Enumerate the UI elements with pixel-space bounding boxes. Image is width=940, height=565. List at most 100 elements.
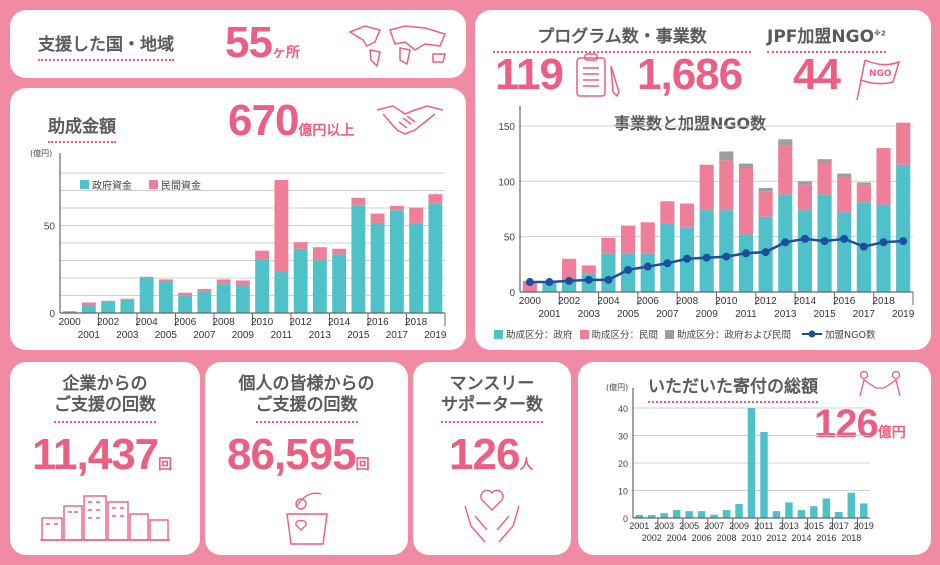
x-tick-label: 2002 [97, 317, 120, 328]
countries-unit: ヶ所 [271, 44, 300, 60]
ngo-point-2015 [820, 237, 829, 246]
x-tick-label: 2004 [667, 533, 687, 543]
bar-2002 [101, 300, 116, 302]
x-tick-label: 2007 [656, 309, 679, 320]
x-tick-label: 2002 [642, 533, 662, 543]
bar-2014 [797, 184, 812, 211]
bar-2018 [876, 204, 891, 292]
x-tick-label: 2018 [405, 317, 428, 328]
bar-2011 [738, 234, 754, 292]
x-tick-label: 2014 [794, 296, 817, 307]
individual-card: 個人の皆様からの ご支援の回数 86,595回 [205, 362, 408, 555]
x-tick-label: 2015 [813, 309, 836, 320]
bar-2005 [621, 225, 636, 254]
bar-2008 [216, 284, 231, 313]
bar-2007 [710, 514, 718, 518]
x-tick-label: 2001 [538, 309, 561, 320]
x-tick-label: 2006 [692, 533, 712, 543]
x-tick-label: 2010 [251, 317, 274, 328]
bar-2016 [837, 173, 852, 177]
individual-title-line2: ご支援の回数 [255, 395, 358, 423]
corporate-card: 企業からの ご支援の回数 11,437回 [10, 362, 200, 555]
legend-label-priv: 助成区分：民間 [591, 330, 659, 341]
bar-2010 [719, 160, 734, 211]
x-tick-label: 2015 [804, 521, 824, 531]
y-tick-label: 0 [49, 309, 55, 320]
bar-2011 [738, 163, 754, 169]
bar-2007 [197, 289, 212, 292]
corporate-value: 11,437回 [32, 430, 172, 480]
bar-2016 [837, 212, 852, 292]
bar-2015 [810, 506, 818, 518]
bar-2005 [158, 279, 173, 283]
x-tick-label: 2017 [829, 521, 849, 531]
ngo-point-2006 [643, 262, 652, 271]
ngo-point-2014 [800, 234, 809, 243]
bar-2004 [139, 276, 154, 278]
ngo-point-2002 [565, 276, 574, 285]
bar-2012 [293, 248, 308, 313]
ngo-point-2016 [840, 234, 849, 243]
legend-swatch-priv [579, 329, 589, 339]
monthly-value: 126人 [449, 430, 533, 480]
bar-2017 [856, 184, 871, 203]
ngo-point-2001 [545, 278, 554, 287]
x-tick-label: 2014 [791, 533, 811, 543]
bar-2017 [835, 511, 843, 518]
y-tick-label: 50 [504, 233, 516, 244]
bar-2006 [178, 292, 193, 296]
bar-2011 [738, 168, 754, 235]
bar-2009 [699, 164, 714, 211]
ngo-value: 44 [793, 50, 841, 99]
ngo-point-2010 [722, 252, 731, 261]
bar-2009 [699, 210, 714, 292]
y-tick-label: 0 [623, 514, 628, 524]
y-tick-label: 150 [498, 122, 515, 133]
legend-label-private: 民間資金 [161, 181, 201, 192]
x-tick-label: 2011 [754, 521, 773, 531]
donations-value: 126億円 [814, 402, 906, 447]
x-tick-label: 2004 [136, 317, 159, 328]
bar-2002 [562, 258, 577, 281]
bar-2008 [722, 510, 731, 518]
bar-2013 [778, 139, 793, 146]
bar-2003 [120, 298, 135, 300]
bar-2017 [389, 210, 404, 313]
bar-2016 [370, 222, 385, 313]
bar-2001 [81, 302, 96, 306]
y-tick-label: 10 [618, 487, 628, 497]
grants-number: 670 [228, 96, 299, 145]
world-map-icon [348, 25, 447, 68]
x-tick-label: 2017 [386, 330, 409, 341]
donations-unit: 億円 [877, 424, 906, 440]
legend-label-gov: 助成区分：政府 [506, 330, 573, 341]
x-tick-label: 2007 [193, 330, 216, 341]
ngo-flag-icon: NGO [856, 59, 901, 101]
legend-swatch-private [149, 180, 158, 189]
grants-chart: 0 50 2000 2001 2002 2003 2004 2005 2006 2007 2008 2… [44, 153, 447, 341]
x-tick-label: 2016 [833, 296, 856, 307]
ngo-point-2011 [741, 249, 750, 258]
bar-2013 [312, 247, 327, 261]
ngo-point-2005 [624, 265, 633, 274]
bar-2012 [772, 511, 781, 518]
x-tick-label: 2003 [578, 309, 601, 320]
x-tick-label: 2009 [729, 521, 749, 531]
x-tick-label: 2006 [174, 317, 197, 328]
x-tick-label: 2017 [853, 309, 876, 320]
y-tick-label: 100 [498, 177, 515, 188]
bar-2008 [679, 203, 695, 228]
people-giving-icon [859, 370, 901, 397]
x-tick-label: 2018 [841, 533, 861, 543]
bar-2013 [785, 502, 793, 518]
x-tick-label: 2007 [704, 521, 724, 531]
bar-2014 [797, 510, 806, 518]
individual-title: 個人の皆様からの ご支援の回数 [205, 374, 408, 423]
ngo-point-2019 [899, 237, 908, 246]
ngo-title: JPF加盟NGO※2 [767, 22, 886, 53]
monthly-title-line2: サポーター数 [441, 395, 543, 423]
bar-2010 [719, 151, 734, 161]
bar-2012 [758, 187, 773, 192]
bar-2019 [428, 194, 443, 204]
x-tick-label: 2013 [309, 330, 332, 341]
